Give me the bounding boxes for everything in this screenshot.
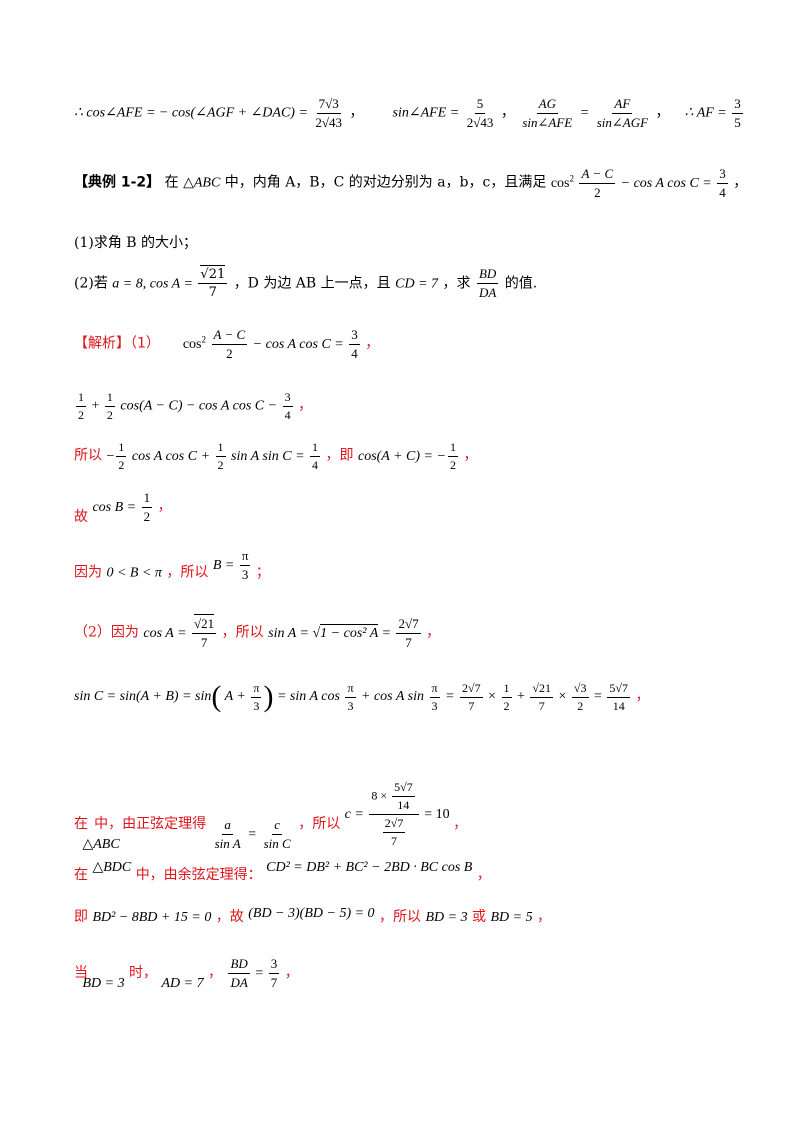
formula-cos-afe: ∴ cos∠AFE = − cos(∠AGF + ∠DAC) = [74,105,312,121]
solution-part-2-sin-a: （2）因为 cos A = √21 7 ，所以 sin A = √1 − cos²… [74,614,441,650]
fraction-5-over-2sqrt43: 5 2√43 [466,96,494,130]
triangle-abc: △ABC [183,175,221,191]
fraction-af-over-sin-agf: AF sin∠AGF [596,96,649,130]
fraction-bd-over-da: BD DA [476,266,499,300]
example-statement: 【典例 1-2】 在 △ABC 中，内角 A，B，C 的对边分别为 a，b，c，… [74,166,748,200]
solution-law-of-cosines: 在 △BDC 中，由余弦定理得： CD² = DB² + BC² − 2BD ·… [74,860,491,883]
fraction-ag-over-sin-afe: AG sin∠AFE [522,96,573,130]
solution-law-of-sines: 在 △ABC 中，由正弦定理得 a sin A = c sin C ，所以 c = … [74,780,468,852]
question-2: (2)若 a = 8, cos A = √21 7 ，D 为边 AB 上一点，且 … [74,265,538,300]
formula-sin-afe: sin∠AFE = [392,105,463,121]
example-label: 【典例 1-2】 [74,174,161,191]
fraction-sqrt21-over-7: √21 7 [198,265,228,300]
solution-quadratic: 即 BD² − 8BD + 15 = 0 ，故 (BD − 3)(BD − 5)… [74,906,552,925]
solution-sin-c: sin C = sin(A + B) = sin( A + π 3) = sin … [74,680,650,713]
formula-af: ∴ AF = [684,105,731,121]
solution-label: 【解析】（1） [74,335,160,352]
line-cos-afe: ∴ cos∠AFE = − cos(∠AGF + ∠DAC) = 7√3 2√43… [74,96,743,130]
question-1: (1)求角 B 的大小； [74,235,198,251]
fraction-7sqrt3-over-2sqrt43: 7√3 2√43 [315,96,343,130]
